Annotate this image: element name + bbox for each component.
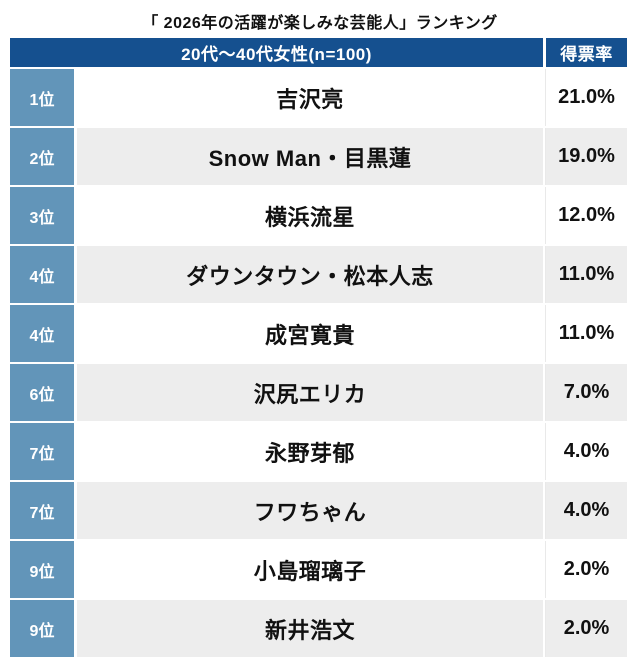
rank-cell: 2位 — [10, 128, 74, 185]
header-score-cell: 得票率 — [546, 38, 627, 67]
celebrity-name-cell: Snow Man・目黒蓮 — [77, 128, 543, 185]
rank-cell: 4位 — [10, 246, 74, 303]
vote-percent-cell: 19.0% — [545, 128, 627, 185]
table-row: 4位 成宮寛貴 11.0% — [10, 305, 627, 362]
table-row: 6位 沢尻エリカ 7.0% — [10, 364, 627, 421]
table-row: 9位 小島瑠璃子 2.0% — [10, 541, 627, 598]
vote-percent-cell: 4.0% — [545, 423, 627, 480]
celebrity-name-cell: 横浜流星 — [77, 187, 543, 244]
rank-cell: 7位 — [10, 423, 74, 480]
vote-percent-cell: 2.0% — [545, 600, 627, 657]
vote-percent-cell: 7.0% — [545, 364, 627, 421]
table-row: 4位 ダウンタウン・松本人志 11.0% — [10, 246, 627, 303]
page-title: 「 2026年の活躍が楽しみな芸能人」ランキング — [142, 15, 498, 32]
vote-percent-cell: 2.0% — [545, 541, 627, 598]
table-row: 7位 フワちゃん 4.0% — [10, 482, 627, 539]
celebrity-name-cell: ダウンタウン・松本人志 — [77, 246, 543, 303]
rank-cell: 4位 — [10, 305, 74, 362]
table-header-row: 20代〜40代女性(n=100) 得票率 — [10, 38, 627, 67]
rank-cell: 9位 — [10, 600, 74, 657]
table-row: 1位 吉沢亮 21.0% — [10, 69, 627, 126]
rank-cell: 6位 — [10, 364, 74, 421]
rank-cell: 7位 — [10, 482, 74, 539]
celebrity-name-cell: 新井浩文 — [77, 600, 543, 657]
table-body: 1位 吉沢亮 21.0% 2位 Snow Man・目黒蓮 19.0% 3位 横浜… — [10, 69, 627, 657]
celebrity-name-cell: 沢尻エリカ — [77, 364, 543, 421]
celebrity-name-cell: 吉沢亮 — [77, 69, 543, 126]
rank-cell: 9位 — [10, 541, 74, 598]
table-row: 3位 横浜流星 12.0% — [10, 187, 627, 244]
celebrity-name-cell: 成宮寛貴 — [77, 305, 543, 362]
rank-cell: 3位 — [10, 187, 74, 244]
table-row: 2位 Snow Man・目黒蓮 19.0% — [10, 128, 627, 185]
vote-percent-cell: 21.0% — [545, 69, 627, 126]
vote-percent-cell: 4.0% — [545, 482, 627, 539]
vote-percent-cell: 12.0% — [545, 187, 627, 244]
celebrity-name-cell: フワちゃん — [77, 482, 543, 539]
table-row: 9位 新井浩文 2.0% — [10, 600, 627, 657]
rank-cell: 1位 — [10, 69, 74, 126]
celebrity-name-cell: 永野芽郁 — [77, 423, 543, 480]
vote-percent-cell: 11.0% — [545, 246, 627, 303]
celebrity-name-cell: 小島瑠璃子 — [77, 541, 543, 598]
table-row: 7位 永野芽郁 4.0% — [10, 423, 627, 480]
header-group-cell: 20代〜40代女性(n=100) — [10, 38, 543, 67]
ranking-table: 20代〜40代女性(n=100) 得票率 1位 吉沢亮 21.0% 2位 Sno… — [10, 38, 627, 657]
vote-percent-cell: 11.0% — [545, 305, 627, 362]
